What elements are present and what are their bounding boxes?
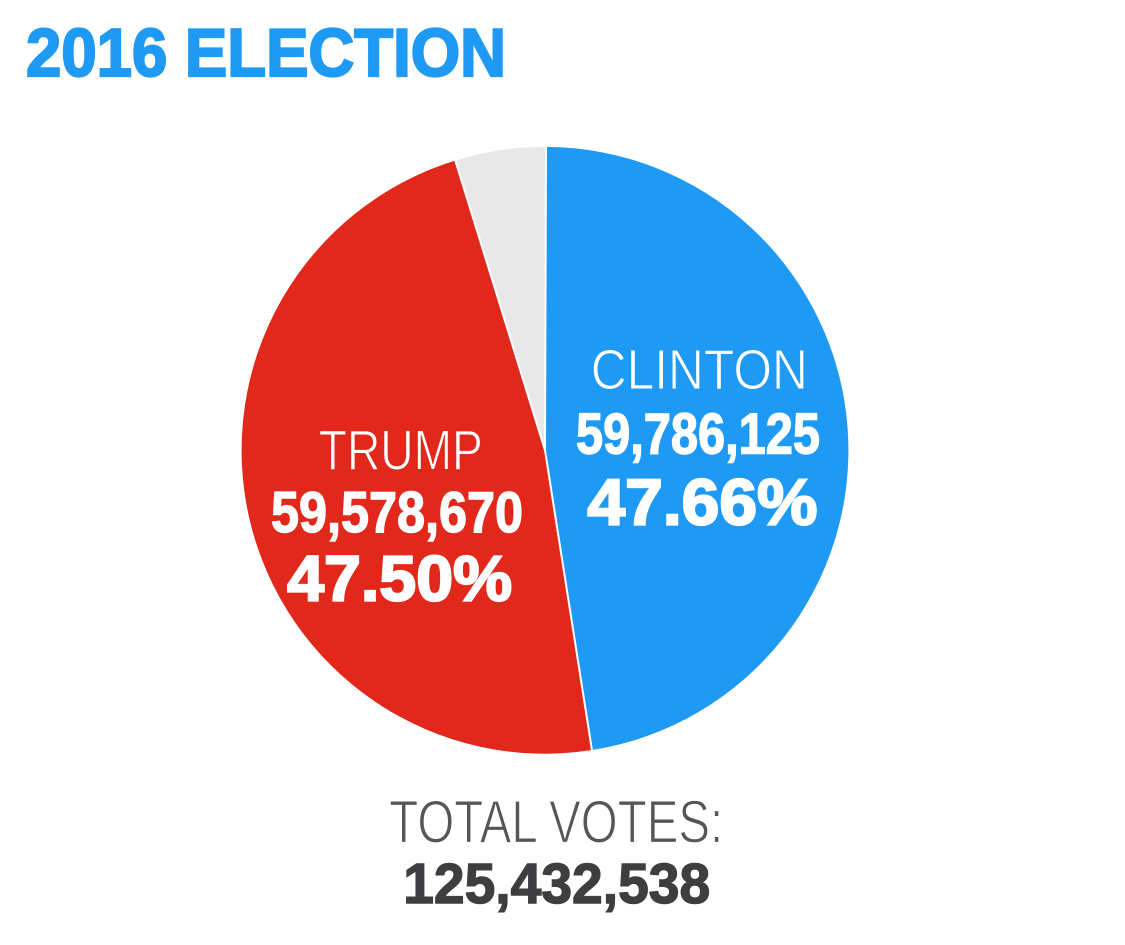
svg-text:47.66%: 47.66% (587, 466, 817, 538)
svg-text:47.50%: 47.50% (287, 542, 512, 614)
svg-text:59,786,125: 59,786,125 (576, 403, 820, 467)
svg-text:CLINTON: CLINTON (591, 339, 808, 402)
svg-text:TOTAL VOTES:: TOTAL VOTES: (389, 788, 723, 856)
svg-text:59,578,670: 59,578,670 (271, 481, 523, 545)
svg-text:2016 ELECTION: 2016 ELECTION (26, 15, 506, 91)
svg-text:TRUMP: TRUMP (319, 420, 483, 483)
svg-text:125,432,538: 125,432,538 (403, 852, 710, 915)
